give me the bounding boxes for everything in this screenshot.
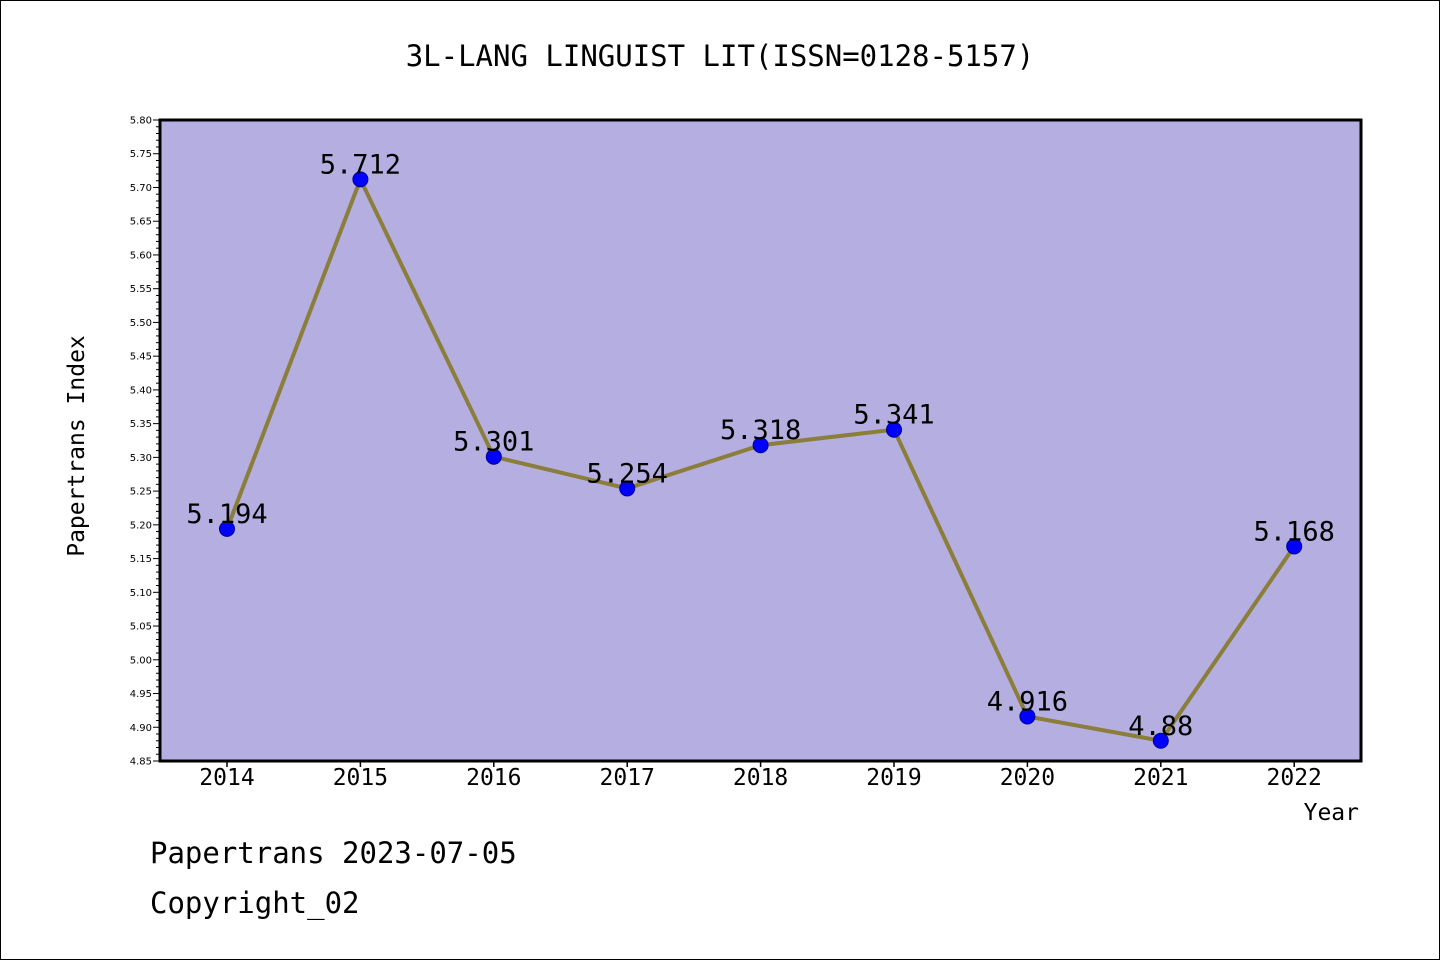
footer-date-text: Papertrans 2023-07-05 <box>150 836 517 870</box>
footer-copyright-text: Copyright_02 <box>150 886 360 920</box>
y-axis-ticks: 4.85 4.90 4.95 5.00 5.05 5.10 5.15 5.20 5.25 5.30… <box>130 116 160 768</box>
y-tick-label: 5.25 <box>130 487 152 498</box>
x-tick-label: 2018 <box>733 765 788 791</box>
x-axis-ticks: 2014 2015 2016 2017 2018 2019 2020 2021 2022 <box>199 761 1322 791</box>
data-markers <box>219 171 1303 749</box>
data-point <box>1019 708 1036 725</box>
data-point <box>485 448 502 465</box>
y-tick-label: 5.65 <box>130 217 152 228</box>
y-tick-label: 5.40 <box>130 385 152 396</box>
x-axis-label: Year <box>1304 800 1359 826</box>
y-tick-label: 5.45 <box>130 352 152 363</box>
y-tick-label: 5.60 <box>130 250 152 261</box>
x-tick-label: 2022 <box>1267 765 1322 791</box>
data-label: 4.916 <box>987 686 1068 717</box>
data-point <box>352 171 369 188</box>
data-point <box>886 421 902 438</box>
data-label: 5.254 <box>587 458 668 489</box>
chart-title: 3L-LANG LINGUIST LIT(ISSN=0128-5157) <box>406 39 1035 73</box>
data-point <box>219 520 235 537</box>
data-label: 5.168 <box>1254 516 1335 547</box>
data-point <box>1152 732 1169 749</box>
data-label: 5.301 <box>453 427 534 458</box>
data-point <box>1286 538 1303 555</box>
x-tick-label: 2014 <box>199 765 254 791</box>
y-tick-label: 5.75 <box>130 149 152 160</box>
x-tick-label: 2015 <box>333 765 388 791</box>
y-axis-label: Papertrans Index <box>64 335 90 557</box>
y-tick-label: 4.90 <box>130 723 152 734</box>
y-tick-label: 5.20 <box>130 520 152 531</box>
y-tick-label: 5.55 <box>130 284 152 295</box>
data-labels: 5.194 5.712 5.301 5.254 5.318 5.341 4.916 4.88 5… <box>186 149 1334 741</box>
data-point <box>619 480 636 497</box>
x-tick-label: 2019 <box>866 765 921 791</box>
data-label: 4.88 <box>1128 711 1193 742</box>
y-tick-label: 5.30 <box>130 453 152 464</box>
y-tick-label: 4.95 <box>130 689 152 700</box>
x-tick-label: 2017 <box>600 765 655 791</box>
y-tick-label: 5.80 <box>130 116 152 127</box>
y-tick-label: 5.70 <box>130 183 152 194</box>
x-tick-label: 2016 <box>466 765 521 791</box>
y-tick-label: 5.15 <box>130 554 152 565</box>
y-tick-label: 5.50 <box>130 318 152 329</box>
data-label: 5.318 <box>720 415 801 446</box>
y-tick-label: 5.00 <box>130 655 152 666</box>
data-label: 5.341 <box>853 400 934 431</box>
y-tick-label: 4.85 <box>130 757 152 768</box>
y-tick-label: 5.35 <box>130 419 152 430</box>
x-tick-label: 2020 <box>1000 765 1055 791</box>
data-label: 5.712 <box>320 149 401 180</box>
y-tick-label: 5.10 <box>130 588 152 599</box>
data-point <box>752 437 769 454</box>
data-label: 5.194 <box>186 499 267 530</box>
x-tick-label: 2021 <box>1133 765 1188 791</box>
y-tick-label: 5.05 <box>130 622 152 633</box>
